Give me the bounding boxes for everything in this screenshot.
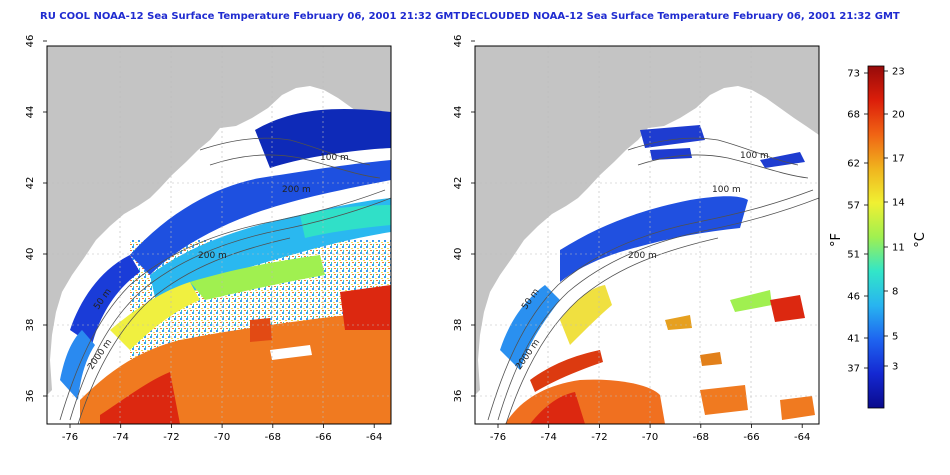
celsius-tick-label: 23 bbox=[892, 67, 905, 78]
y-tick-label: 44 bbox=[453, 106, 464, 119]
celsius-label: °C bbox=[913, 232, 928, 248]
fahrenheit-tick-label: 46 bbox=[847, 292, 860, 303]
x-tick-label: -74 bbox=[113, 432, 129, 443]
celsius-tick-label: 11 bbox=[892, 243, 905, 254]
y-tick-label: 46 bbox=[25, 35, 36, 48]
y-tick-label: 40 bbox=[453, 248, 464, 261]
fahrenheit-tick-label: 37 bbox=[847, 364, 860, 375]
y-tick-label: 36 bbox=[453, 390, 464, 403]
y-tick-label: 38 bbox=[453, 319, 464, 332]
y-tick-label: 36 bbox=[25, 390, 36, 403]
graticule bbox=[475, 46, 819, 424]
x-tick-label: -76 bbox=[490, 432, 506, 443]
fahrenheit-tick-label: 73 bbox=[847, 69, 860, 80]
left-map-panel: 100 m 200 m 200 m 50 m 2000 m -76 -74 -72-… bbox=[25, 35, 392, 443]
bathymetry-contours bbox=[487, 137, 819, 424]
land-mass bbox=[475, 46, 819, 395]
y-tick-label: 46 bbox=[453, 35, 464, 48]
x-tick-label: -76 bbox=[62, 432, 78, 443]
x-tick-label: -68 bbox=[265, 432, 281, 443]
temperature-colorbar: 73 68 62 57 51 46 41 37 23 20 17 14 11 8 5 3 °F °C bbox=[829, 65, 928, 409]
celsius-tick-label: 3 bbox=[892, 362, 898, 373]
x-tick-label: -70 bbox=[642, 432, 658, 443]
fahrenheit-label: °F bbox=[829, 233, 844, 247]
y-tick-label: 44 bbox=[25, 106, 36, 119]
sst-color-field bbox=[60, 109, 391, 424]
y-tick-label: 42 bbox=[25, 177, 36, 190]
right-map-panel: 100 m 100 m 200 m 50 m 2000 m -76 -74 -72-… bbox=[453, 35, 820, 443]
celsius-tick-label: 14 bbox=[892, 198, 905, 209]
contour-label: 100 m bbox=[320, 153, 349, 163]
contour-label: 200 m bbox=[198, 251, 227, 261]
axis-ticks: -76 -74 -72 -70 -68 -66 -64 36 38 40 42 44 46 bbox=[453, 35, 810, 443]
graticule bbox=[47, 46, 391, 424]
fahrenheit-tick-label: 57 bbox=[847, 201, 860, 212]
contour-label: 100 m bbox=[712, 185, 741, 195]
x-tick-label: -74 bbox=[541, 432, 557, 443]
colorbar-gradient bbox=[867, 65, 885, 409]
right-map-title: DECLOUDED NOAA-12 Sea Surface Temperatur… bbox=[461, 11, 900, 22]
celsius-tick-label: 20 bbox=[892, 110, 905, 121]
fahrenheit-tick-label: 41 bbox=[847, 334, 860, 345]
map-frame bbox=[474, 45, 820, 425]
map-frame bbox=[46, 45, 392, 425]
contour-label: 200 m bbox=[282, 185, 311, 195]
axis-ticks: -76 -74 -72 -70 -68 -66 -64 36 38 40 42 44 46 bbox=[25, 35, 382, 443]
y-tick-label: 38 bbox=[25, 319, 36, 332]
x-tick-label: -66 bbox=[743, 432, 759, 443]
land-mass bbox=[47, 46, 391, 395]
celsius-tick-label: 17 bbox=[892, 154, 905, 165]
celsius-tick-label: 8 bbox=[892, 287, 898, 298]
bathymetry-contours bbox=[59, 137, 391, 424]
celsius-tick-label: 5 bbox=[892, 332, 898, 343]
contour-label: 200 m bbox=[628, 251, 657, 261]
x-tick-label: -72 bbox=[163, 432, 179, 443]
x-tick-label: -64 bbox=[366, 432, 382, 443]
fahrenheit-tick-label: 51 bbox=[847, 250, 860, 261]
y-tick-label: 40 bbox=[25, 248, 36, 261]
fahrenheit-tick-label: 62 bbox=[847, 159, 860, 170]
x-tick-label: -70 bbox=[214, 432, 230, 443]
x-tick-label: -72 bbox=[591, 432, 607, 443]
x-tick-label: -66 bbox=[315, 432, 331, 443]
x-tick-label: -64 bbox=[794, 432, 810, 443]
fahrenheit-tick-label: 68 bbox=[847, 110, 860, 121]
y-tick-label: 42 bbox=[453, 177, 464, 190]
x-tick-label: -68 bbox=[693, 432, 709, 443]
left-map-title: RU COOL NOAA-12 Sea Surface Temperature … bbox=[40, 11, 461, 22]
contour-label: 100 m bbox=[740, 151, 769, 161]
